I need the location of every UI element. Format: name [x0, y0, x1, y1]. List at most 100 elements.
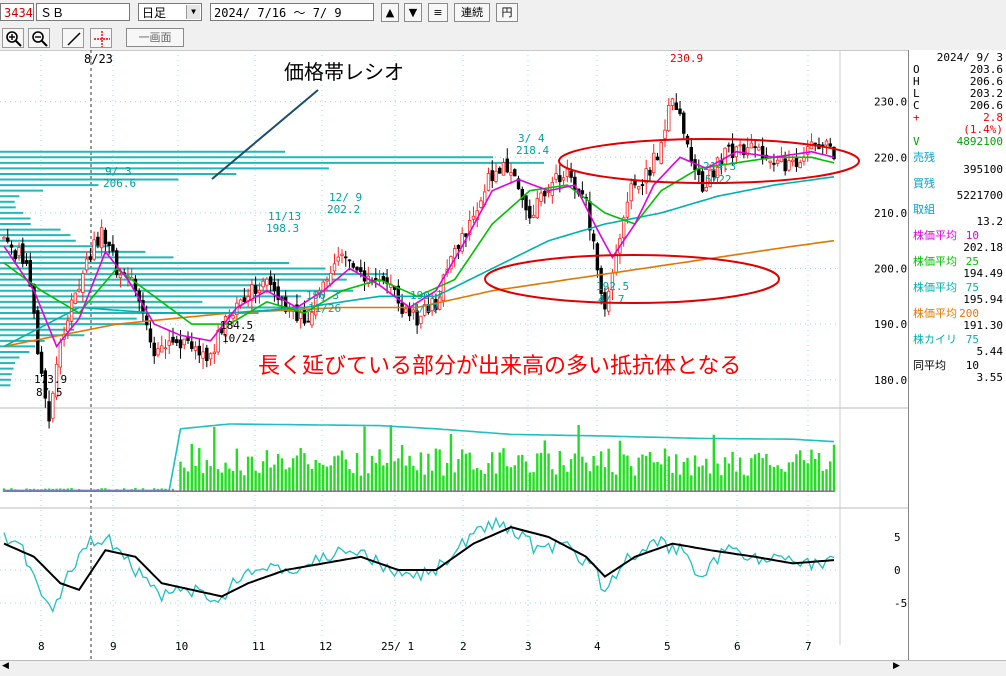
candle-body	[223, 316, 228, 337]
volume-bar	[731, 451, 734, 492]
volume-bar	[427, 453, 430, 492]
volume-bar	[802, 460, 806, 492]
volume-bar	[701, 465, 704, 492]
time-axis: 8 9 10 11 12 25/ 1 2 3 4 5 6 7	[38, 640, 812, 653]
candle-body	[257, 289, 262, 294]
volume-bar	[611, 472, 614, 492]
candle-body	[347, 259, 352, 262]
candle-body	[468, 220, 472, 235]
ma25-line	[3, 156, 835, 325]
volume-bar	[588, 471, 592, 492]
candle-body	[2, 236, 6, 240]
candle-body	[531, 214, 536, 218]
renzoku-button[interactable]: 連続	[454, 3, 490, 22]
volume-bar	[378, 449, 381, 492]
trendline-button[interactable]	[62, 28, 84, 48]
indicator-label: 株価平均	[913, 255, 957, 268]
volume-bar	[179, 461, 182, 492]
candle-body	[704, 187, 709, 192]
oscillator-pane	[3, 516, 835, 613]
candle-body	[715, 157, 720, 178]
info-change-pct: (1.4%)	[963, 123, 1003, 136]
volume-bar	[246, 456, 250, 492]
candle-body	[208, 353, 213, 360]
candle-body	[554, 173, 558, 180]
x-tick-11: 7	[805, 640, 812, 653]
down-button[interactable]: ▼	[404, 3, 422, 22]
candle-body	[344, 256, 348, 259]
volume-bar	[592, 456, 595, 492]
candle-body	[205, 347, 209, 362]
volume-bar	[690, 475, 693, 492]
volume-bar	[727, 463, 731, 492]
trendline-icon	[67, 32, 81, 46]
scroll-right-icon[interactable]: ▶	[893, 661, 900, 671]
zoom-out-button[interactable]	[28, 28, 50, 48]
volume-bar	[224, 462, 227, 492]
candle-body	[43, 370, 48, 399]
info-change-value: 2.8	[983, 111, 1003, 124]
one-screen-button[interactable]: 一画面	[126, 28, 184, 47]
zoom-in-icon	[6, 31, 22, 47]
volume-bar	[543, 440, 547, 492]
volume-bar	[637, 457, 640, 492]
price-label-value: 190.3	[306, 289, 339, 302]
code-field[interactable]: 3434	[0, 3, 34, 21]
candle-body	[498, 167, 502, 174]
volume-bar	[453, 472, 456, 492]
volume-bar	[397, 458, 400, 492]
volume-bar	[829, 461, 832, 492]
candle-body	[674, 102, 678, 110]
volume-bar	[295, 455, 299, 492]
price-labels: 173.98/ 5 206.69/ 3 184.510/24 198.311/13 19…	[34, 50, 736, 399]
volume-bar	[423, 474, 426, 492]
period-select[interactable]: 日足 ▼	[138, 3, 202, 21]
price-tick-2: 210.0	[874, 207, 907, 220]
candle-body	[760, 146, 765, 159]
volume-bar	[757, 452, 761, 492]
volume-bar	[738, 457, 742, 492]
crosshair-button[interactable]	[90, 28, 112, 48]
candle-body	[798, 162, 802, 168]
scroll-left-icon[interactable]: ◀	[2, 661, 9, 671]
volume-bar	[333, 456, 336, 492]
candle-body	[325, 279, 329, 282]
zoom-in-button[interactable]	[2, 28, 24, 48]
volume-bar	[337, 455, 340, 492]
volume-bar	[536, 453, 539, 492]
candle-body	[682, 112, 686, 134]
volume-bar	[476, 467, 479, 492]
candle-body	[813, 142, 817, 145]
volume-bar	[494, 473, 498, 492]
candle-body	[329, 272, 333, 285]
volume-bar	[814, 458, 817, 492]
volume-bar	[220, 472, 224, 492]
indicator-label: 株価平均	[913, 281, 957, 294]
candle-body	[96, 236, 100, 246]
date-range-field[interactable]: 2024/ 7/16 ～ 7/ 9 15:11	[210, 3, 374, 38]
candle-body	[336, 256, 340, 262]
candle-body	[66, 320, 70, 332]
up-button[interactable]: ▲	[381, 3, 399, 22]
info-date: 2024/ 9/ 3	[936, 51, 1003, 64]
candle-body	[745, 147, 750, 156]
candle-body	[111, 244, 115, 252]
candle-body	[652, 152, 656, 174]
volume-bar	[288, 467, 291, 492]
volume-bar	[539, 452, 543, 492]
yen-button[interactable]: 円	[496, 3, 518, 22]
highlight-ellipse-upper	[558, 138, 860, 184]
volume-bar	[303, 453, 306, 492]
candle-body	[663, 129, 667, 139]
horizontal-scrollbar[interactable]: ◀ ▶	[0, 660, 1006, 676]
name-field[interactable]: ＳＢ	[36, 3, 130, 21]
candle-body	[190, 341, 194, 349]
price-label-date: 8/ 5	[36, 386, 63, 399]
candle-body	[163, 347, 168, 350]
candle-body	[404, 308, 408, 313]
chevron-down-icon[interactable]: ▼	[186, 5, 200, 19]
volume-bar	[705, 458, 708, 492]
candle-body	[509, 172, 513, 176]
menu-button[interactable]: ≡	[428, 3, 448, 22]
